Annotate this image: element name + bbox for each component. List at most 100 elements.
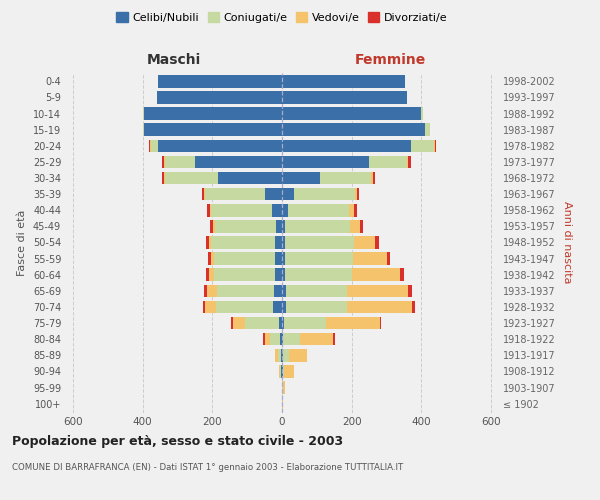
Bar [282, 236, 376, 249]
Bar [275, 236, 282, 249]
Bar [282, 300, 286, 313]
Bar [282, 108, 421, 120]
Bar [282, 204, 355, 216]
Bar [151, 140, 282, 152]
Bar [164, 156, 282, 168]
Bar [282, 156, 407, 168]
Bar [143, 124, 282, 136]
Bar [282, 108, 423, 120]
Bar [149, 140, 282, 152]
Bar [157, 91, 282, 104]
Bar [209, 236, 282, 249]
Bar [282, 317, 326, 330]
Bar [282, 300, 347, 313]
Bar [278, 317, 282, 330]
Bar [282, 381, 286, 394]
Bar [165, 156, 282, 168]
Bar [282, 172, 376, 184]
Bar [282, 140, 436, 152]
Bar [214, 268, 282, 281]
Bar [145, 124, 282, 136]
Bar [158, 75, 282, 88]
Bar [218, 172, 282, 184]
Bar [276, 220, 282, 232]
Bar [282, 333, 283, 345]
Bar [205, 300, 282, 313]
Bar [162, 156, 282, 168]
Bar [208, 252, 282, 265]
Bar [265, 188, 282, 200]
Bar [282, 317, 284, 330]
Bar [282, 188, 355, 200]
Bar [281, 365, 282, 378]
Bar [282, 317, 381, 330]
Bar [211, 236, 282, 249]
Bar [157, 91, 282, 104]
Bar [275, 252, 282, 265]
Bar [282, 204, 349, 216]
Bar [213, 220, 282, 232]
Bar [282, 172, 320, 184]
Bar [282, 91, 407, 104]
Bar [282, 300, 415, 313]
Y-axis label: Fasce di età: Fasce di età [17, 210, 27, 276]
Bar [164, 172, 282, 184]
Bar [215, 220, 282, 232]
Bar [282, 204, 288, 216]
Bar [165, 172, 282, 184]
Bar [282, 268, 400, 281]
Bar [282, 91, 407, 104]
Bar [282, 349, 289, 362]
Bar [282, 124, 425, 136]
Bar [203, 300, 282, 313]
Bar [282, 220, 350, 232]
Bar [282, 220, 286, 232]
Bar [263, 333, 282, 345]
Bar [282, 398, 283, 410]
Bar [217, 284, 282, 297]
Text: Maschi: Maschi [147, 54, 201, 68]
Bar [282, 220, 359, 232]
Bar [282, 398, 283, 410]
Bar [282, 140, 411, 152]
Bar [158, 140, 282, 152]
Bar [282, 108, 423, 120]
Bar [282, 204, 357, 216]
Bar [282, 236, 285, 249]
Bar [143, 124, 282, 136]
Y-axis label: Anni di nascita: Anni di nascita [562, 201, 572, 283]
Bar [211, 252, 282, 265]
Bar [210, 220, 282, 232]
Bar [275, 349, 282, 362]
Bar [282, 365, 294, 378]
Bar [214, 252, 282, 265]
Bar [205, 188, 282, 200]
Bar [282, 300, 412, 313]
Text: COMUNE DI BARRAFRANCA (EN) - Dati ISTAT 1° gennaio 2003 - Elaborazione TUTTITALI: COMUNE DI BARRAFRANCA (EN) - Dati ISTAT … [12, 462, 403, 471]
Bar [282, 156, 369, 168]
Bar [280, 333, 282, 345]
Bar [282, 252, 390, 265]
Bar [157, 91, 282, 104]
Bar [282, 349, 307, 362]
Bar [265, 333, 282, 345]
Bar [203, 188, 282, 200]
Bar [158, 75, 282, 88]
Bar [282, 188, 357, 200]
Bar [282, 365, 294, 378]
Bar [282, 108, 423, 120]
Bar [282, 172, 373, 184]
Bar [282, 91, 407, 104]
Bar [279, 365, 282, 378]
Bar [274, 284, 282, 297]
Bar [282, 381, 283, 394]
Bar [207, 284, 282, 297]
Bar [143, 124, 282, 136]
Bar [282, 284, 347, 297]
Bar [282, 124, 430, 136]
Bar [282, 268, 286, 281]
Bar [232, 317, 282, 330]
Text: Femmine: Femmine [355, 54, 425, 68]
Bar [157, 91, 282, 104]
Bar [245, 317, 282, 330]
